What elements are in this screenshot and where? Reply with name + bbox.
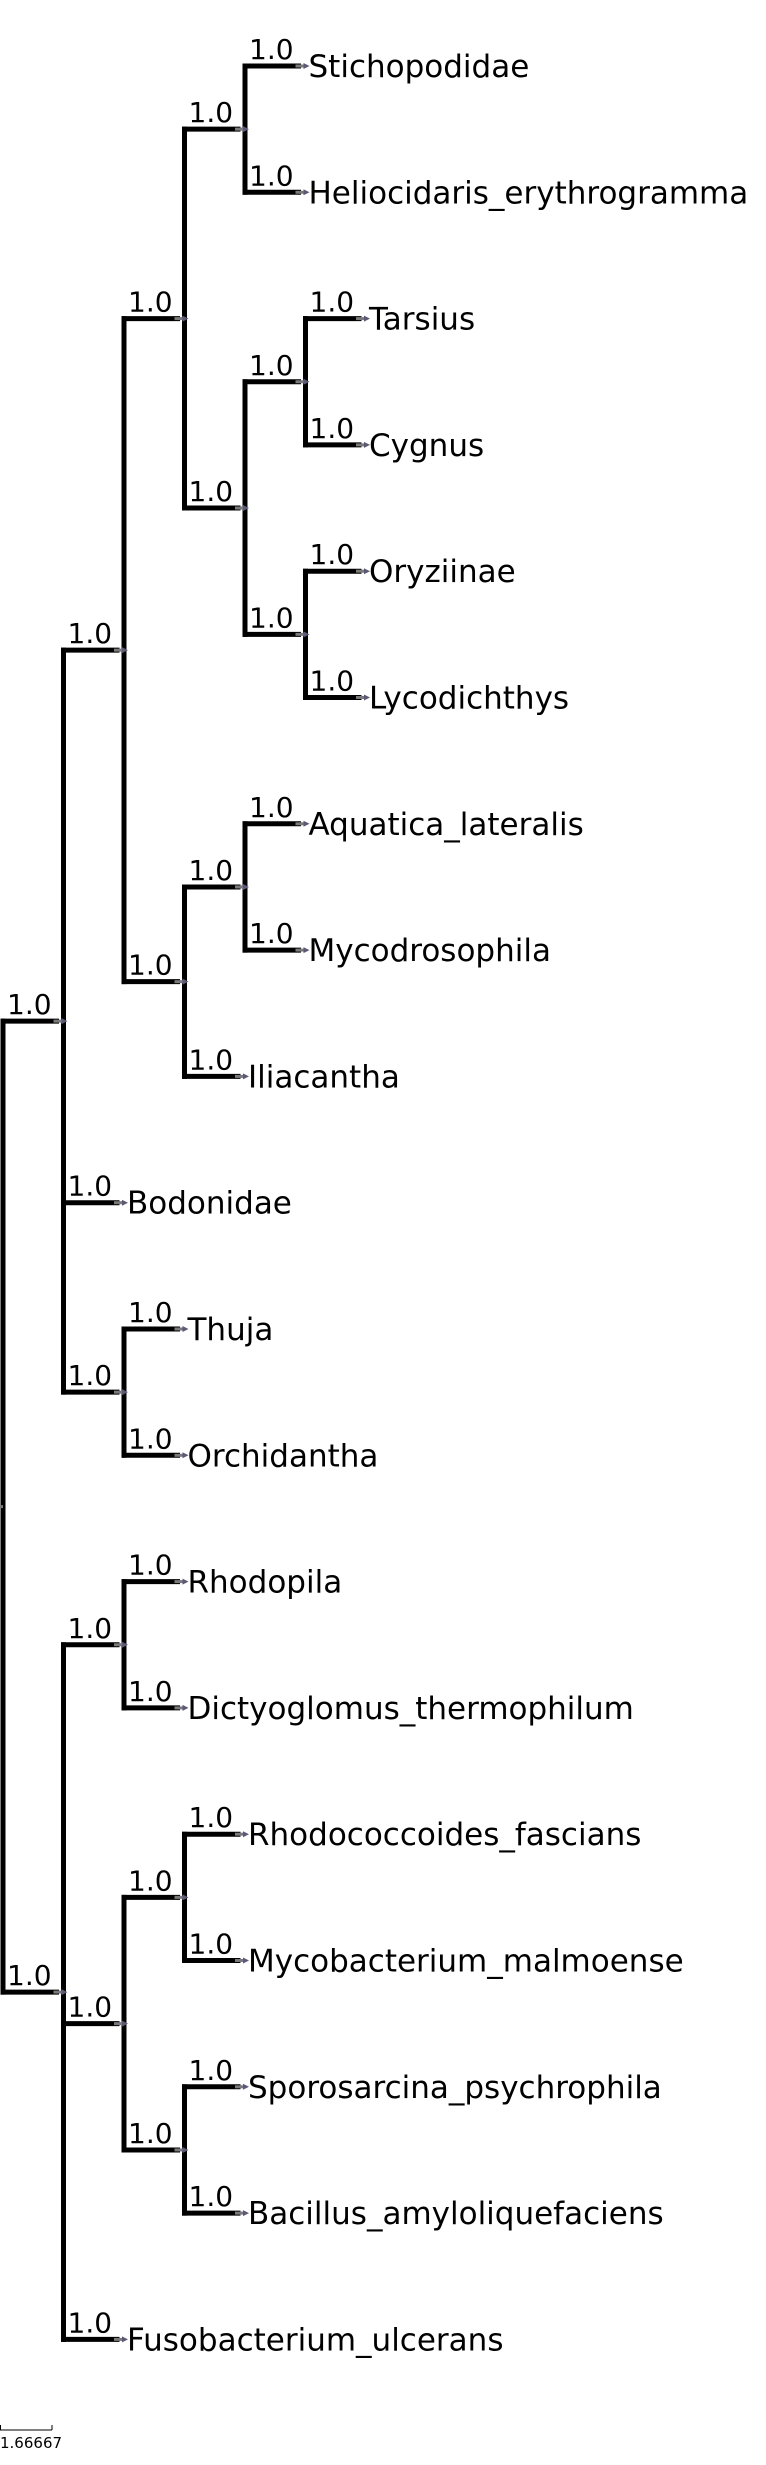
- leaf-label-bacillus-amyloliquefaciens: Bacillus_amyloliquefaciens: [248, 2196, 664, 2232]
- node-marker: [243, 1073, 249, 1080]
- support-value: 1.0: [189, 1801, 234, 1834]
- node-marker: [122, 647, 128, 654]
- leaf-label-heliocidaris-erythrogramma: Heliocidaris_erythrogramma: [309, 175, 749, 211]
- support-value: 1.0: [189, 475, 234, 508]
- leaf-label-rhodopila: Rhodopila: [188, 1565, 343, 1601]
- support-value: 1.0: [128, 1864, 173, 1897]
- node-marker: [122, 2020, 128, 2027]
- support-value: 1.0: [128, 1296, 173, 1329]
- node-marker: [243, 2210, 249, 2217]
- support-value: 1.0: [68, 1359, 113, 1392]
- support-value: 1.0: [68, 2306, 113, 2339]
- support-value: 1.0: [310, 286, 355, 319]
- node-marker: [182, 315, 189, 322]
- node-marker: [303, 189, 310, 196]
- node-marker: [364, 441, 370, 448]
- leaf-label-orchidantha: Orchidantha: [188, 1438, 379, 1474]
- node-marker: [243, 1957, 249, 1964]
- leaf-label-mycobacterium-malmoense: Mycobacterium_malmoense: [248, 1944, 684, 1980]
- node-marker: [122, 1389, 128, 1396]
- node-marker: [182, 1894, 189, 1901]
- leaf-label-aquatica-lateralis: Aquatica_lateralis: [309, 807, 584, 843]
- node-marker: [243, 2083, 249, 2090]
- support-value: 1.0: [128, 1675, 173, 1708]
- node-marker: [303, 378, 310, 385]
- support-value: 1.0: [68, 1991, 113, 2024]
- support-value: 1.0: [310, 538, 355, 571]
- support-value: 1.0: [128, 1549, 173, 1582]
- support-value: 1.0: [189, 2054, 234, 2087]
- node-marker: [364, 568, 370, 575]
- support-value: 1.0: [128, 2117, 173, 2150]
- support-value: 1.0: [189, 854, 234, 887]
- node-marker: [182, 1578, 189, 1585]
- support-value: 1.0: [249, 349, 294, 382]
- leaf-label-dictyoglomus-thermophilum: Dictyoglomus_thermophilum: [188, 1691, 634, 1727]
- support-value: 1.0: [189, 96, 234, 129]
- support-value: 1.0: [128, 949, 173, 982]
- node-marker: [122, 2336, 128, 2343]
- leaf-label-oryziinae: Oryziinae: [369, 554, 516, 590]
- node-marker: [182, 1704, 189, 1711]
- node-marker: [303, 63, 310, 69]
- node-marker: [61, 1989, 68, 1996]
- support-value: 1.0: [249, 33, 294, 66]
- node-marker: [364, 694, 370, 701]
- leaf-label-sporosarcina-psychrophila: Sporosarcina_psychrophila: [248, 2070, 662, 2106]
- support-value: 1.0: [189, 1928, 234, 1961]
- scale-bar: 1.66667: [0, 2425, 62, 2452]
- leaf-label-rhodococcoides-fascians: Rhodococcoides_fascians: [248, 1817, 641, 1853]
- support-value: 1.0: [310, 412, 355, 445]
- node-marker: [303, 947, 310, 954]
- node-marker: [303, 631, 310, 638]
- leaf-label-fusobacterium-ulcerans: Fusobacterium_ulcerans: [127, 2322, 503, 2358]
- node-marker: [303, 820, 310, 827]
- node-marker: [122, 1199, 128, 1206]
- support-value: 1.0: [128, 286, 173, 319]
- node-marker: [243, 505, 249, 512]
- support-value: 1.0: [7, 988, 52, 1021]
- support-value: 1.0: [189, 2180, 234, 2213]
- leaf-label-lycodichthys: Lycodichthys: [369, 681, 569, 717]
- support-value: 1.0: [68, 1612, 113, 1645]
- support-value: 1.0: [310, 665, 355, 698]
- support-value: 1.0: [249, 601, 294, 634]
- support-value: 1.0: [7, 1959, 52, 1992]
- support-value: 1.0: [128, 1422, 173, 1455]
- leaf-label-iliacantha: Iliacantha: [248, 1059, 400, 1095]
- support-value: 1.0: [249, 917, 294, 950]
- leaf-label-thuja: Thuja: [187, 1312, 274, 1348]
- support-value: 1.0: [189, 1043, 234, 1076]
- support-value: 1.0: [68, 617, 113, 650]
- node-marker: [243, 1831, 249, 1838]
- support-value: 1.0: [68, 1170, 113, 1203]
- node-marker: [182, 978, 189, 985]
- leaf-label-bodonidae: Bodonidae: [127, 1186, 292, 1222]
- node-marker: [243, 883, 249, 890]
- leaf-label-mycodrosophila: Mycodrosophila: [309, 933, 551, 969]
- tree-labels: 1.0 1.0 1.0 1.0 1.0 Stichopodidae 1.0 Heliocida…: [7, 33, 748, 2358]
- node-marker: [364, 315, 370, 322]
- node-marker: [122, 1641, 128, 1648]
- leaf-label-cygnus: Cygnus: [369, 428, 484, 464]
- scale-bar-label: 1.66667: [0, 2434, 62, 2452]
- node-marker: [182, 1452, 189, 1459]
- node-markers: [0, 63, 370, 2343]
- support-value: 1.0: [249, 791, 294, 824]
- leaf-label-stichopodidae: Stichopodidae: [309, 49, 530, 85]
- node-marker: [182, 2146, 189, 2153]
- node-marker: [61, 1018, 68, 1025]
- support-value: 1.0: [249, 159, 294, 192]
- node-marker: [182, 1326, 189, 1332]
- node-marker: [243, 126, 249, 133]
- leaf-label-tarsius: Tarsius: [368, 302, 475, 338]
